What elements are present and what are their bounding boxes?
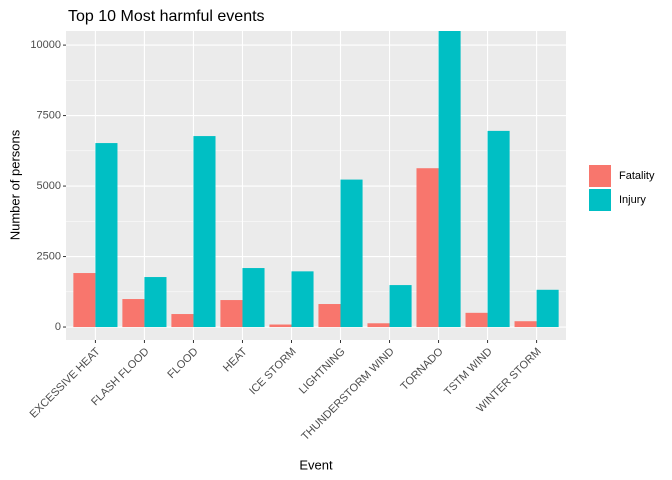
bar: [416, 168, 439, 328]
chart-title: Top 10 Most harmful events: [68, 8, 265, 25]
x-tick-label: TSTM WIND: [442, 346, 495, 399]
legend-label: Fatality: [619, 170, 655, 182]
y-tick-label: 7500: [37, 109, 61, 121]
legend-key: [589, 165, 611, 187]
y-axis-label: Number of persons: [7, 129, 22, 240]
y-tick-label: 0: [55, 321, 61, 333]
bar: [367, 323, 390, 328]
bar: [171, 314, 194, 328]
x-tick-label: LIGHTNING: [297, 346, 348, 397]
x-tick-label: ICE STORM: [247, 346, 299, 398]
bar: [269, 324, 292, 328]
bar: [95, 143, 118, 328]
bar: [389, 285, 412, 328]
bar: [144, 277, 167, 328]
bar: [536, 289, 559, 328]
y-tick-label: 2500: [37, 250, 61, 262]
bar: [220, 300, 243, 328]
legend-label: Injury: [619, 194, 646, 206]
x-tick-label: THUNDERSTORM WIND: [299, 346, 396, 443]
y-tick-label: 10000: [30, 39, 61, 51]
bar: [242, 268, 265, 328]
x-tick-label: TORNADO: [398, 345, 446, 393]
bar: [291, 271, 314, 328]
bar: [193, 136, 216, 328]
bar: [122, 299, 145, 328]
x-axis-label: Event: [299, 457, 333, 472]
x-tick-label: EXCESSIVE HEAT: [28, 345, 103, 420]
x-tick-label: HEAT: [221, 346, 250, 375]
bar: [340, 179, 363, 328]
legend-key: [589, 189, 611, 211]
y-tick-label: 5000: [37, 180, 61, 192]
bar: [318, 304, 341, 328]
bar: [465, 312, 488, 328]
bar: [73, 273, 96, 328]
bar: [514, 321, 537, 328]
bar: [438, 31, 461, 328]
bar: [487, 130, 510, 328]
x-tick-label: FLOOD: [165, 346, 200, 381]
